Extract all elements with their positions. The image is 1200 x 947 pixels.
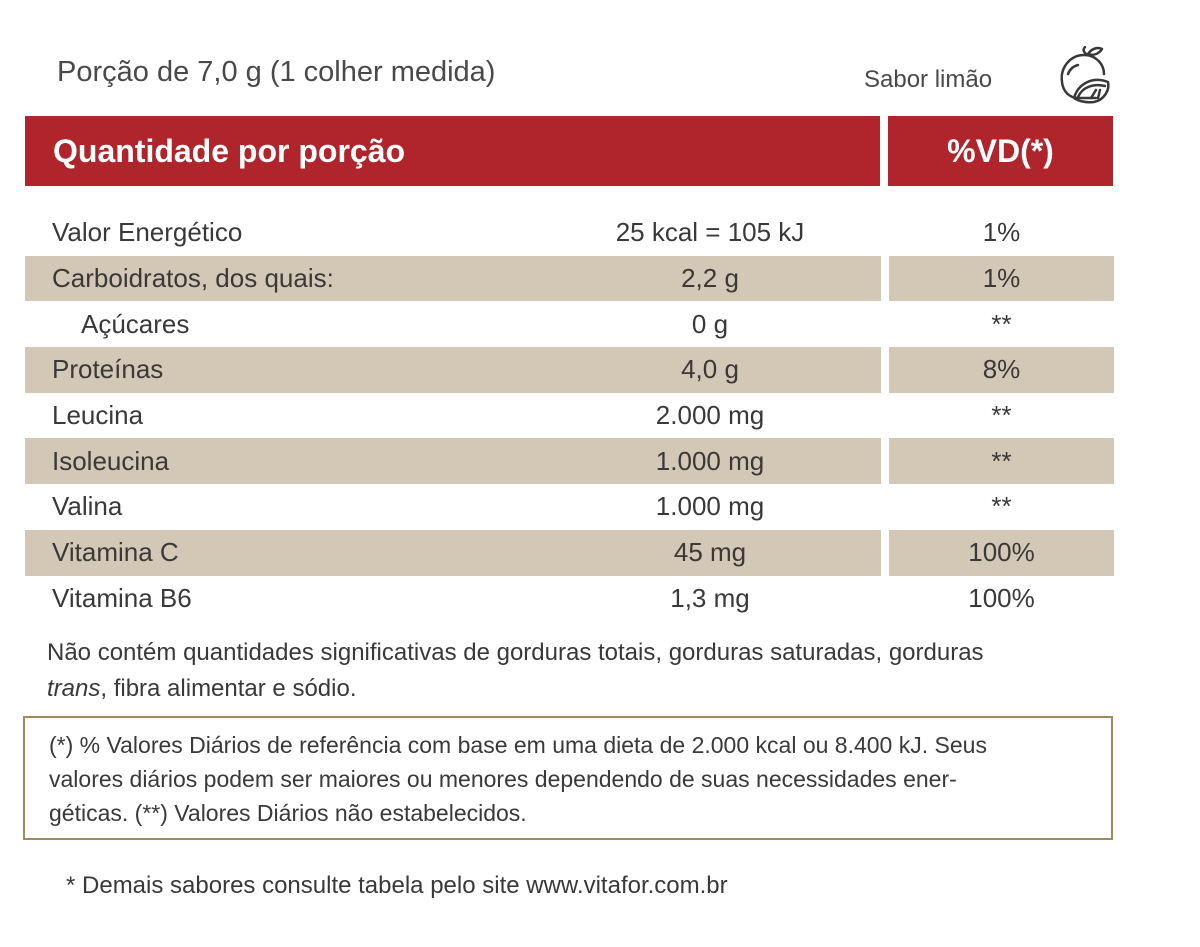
nutrient-amount: 1,3 mg	[670, 582, 750, 613]
nutrient-amount: 45 mg	[673, 537, 747, 568]
not-contains-note: Não contém quantidades significativas de…	[47, 635, 1107, 707]
nutrient-name: Vitamina B6	[52, 582, 192, 613]
reference-line: (*) % Valores Diários de referência com …	[49, 732, 987, 758]
table-row: Valor Energético 25 kcal = 105 kJ 1%	[25, 210, 1115, 256]
table-row: Valina 1.000 mg **	[25, 484, 1115, 530]
reference-line: géticas. (**) Valores Diários não estabe…	[49, 800, 527, 826]
nutrient-name: Açúcares	[81, 308, 190, 339]
website-note: * Demais sabores consulte tabela pelo si…	[66, 872, 728, 899]
nutrient-name: Leucina	[52, 400, 144, 431]
note-italic: trans	[47, 675, 101, 702]
nutrient-name: Vitamina C	[52, 537, 179, 568]
nutrient-vd: **	[991, 308, 1012, 339]
nutrient-name: Valor Energético	[52, 217, 243, 248]
flavor-label: Sabor limão	[864, 66, 993, 93]
nutrient-amount: 0 g	[691, 308, 729, 339]
nutrient-name: Proteínas	[52, 354, 164, 385]
nutrient-vd: **	[991, 491, 1012, 522]
table-row: Proteínas 4,0 g 8%	[25, 347, 1115, 393]
nutrient-amount: 2.000 mg	[655, 400, 765, 431]
table-row: Isoleucina 1.000 mg **	[25, 438, 1115, 485]
nutrient-vd: 1%	[982, 217, 1021, 248]
table-row: Açúcares 0 g **	[25, 301, 1115, 347]
table-row: Vitamina C 45 mg 100%	[25, 529, 1115, 576]
reference-box: (*) % Valores Diários de referência com …	[23, 716, 1113, 840]
serving-size: Porção de 7,0 g (1 colher medida)	[57, 56, 496, 88]
nutrient-amount: 2,2 g	[681, 263, 739, 294]
nutrition-table: Valor Energético 25 kcal = 105 kJ 1% Car…	[25, 210, 1115, 621]
nutrient-amount: 1.000 mg	[655, 491, 765, 522]
nutrient-vd: 8%	[982, 354, 1021, 385]
note-text-end: , fibra alimentar e sódio.	[100, 675, 357, 702]
nutrient-vd: **	[991, 445, 1012, 476]
table-row: Carboidratos, dos quais: 2,2 g 1%	[25, 255, 1115, 302]
lemon-icon	[1060, 46, 1110, 104]
nutrient-name: Isoleucina	[52, 445, 170, 476]
nutrient-name: Carboidratos, dos quais:	[52, 263, 334, 294]
vd-header: %VD(*)	[888, 116, 1113, 186]
nutrient-amount: 25 kcal = 105 kJ	[615, 217, 805, 248]
table-row: Leucina 2.000 mg **	[25, 393, 1115, 439]
table-row: Vitamina B6 1,3 mg 100%	[25, 576, 1115, 622]
note-text: Não contém quantidades significativas de…	[47, 639, 984, 666]
nutrient-vd: 100%	[968, 537, 1035, 568]
nutrient-amount: 1.000 mg	[655, 445, 765, 476]
nutrient-vd: **	[991, 400, 1012, 431]
quantity-header: Quantidade por porção	[25, 116, 880, 186]
nutrient-vd: 100%	[968, 582, 1035, 613]
reference-line: valores diários podem ser maiores ou men…	[49, 766, 957, 792]
nutrient-amount: 4,0 g	[681, 354, 739, 385]
nutrient-name: Valina	[52, 491, 123, 522]
nutrient-vd: 1%	[982, 263, 1021, 294]
